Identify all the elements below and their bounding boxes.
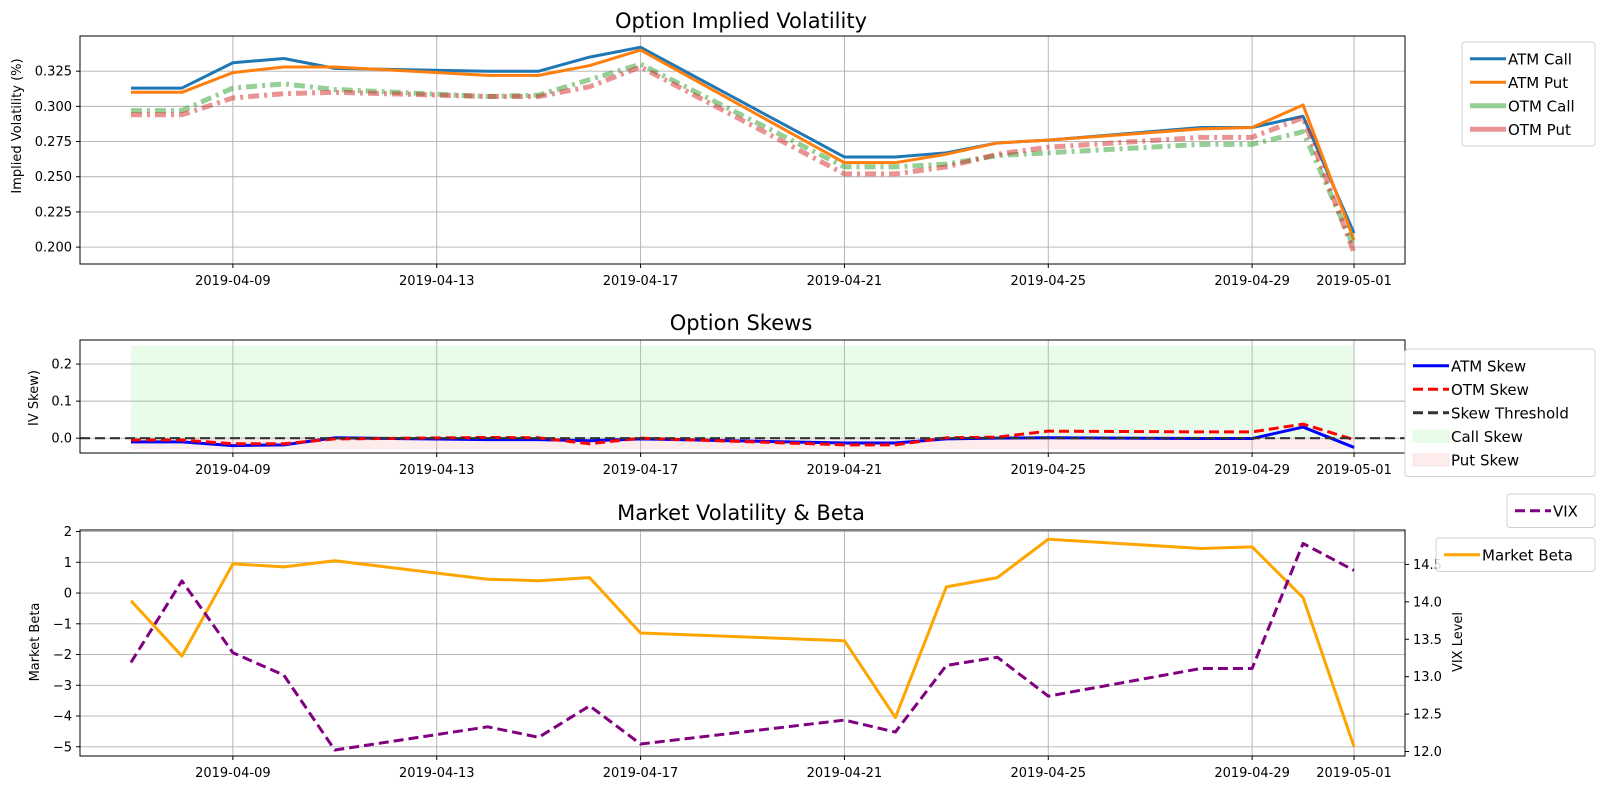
market-beta-line (129, 537, 1356, 748)
iv-panel: Option Implied Volatility 2019-04-09 2019… (10, 9, 1596, 289)
iv-y-tick-label: 0.200 (35, 241, 72, 256)
skew-x-tick-label: 2019-04-13 (399, 463, 475, 478)
atm-put-line (130, 48, 1356, 241)
skew-x-tick-label: 2019-04-25 (1010, 463, 1086, 478)
market-legend: VIX Market Beta (1435, 493, 1596, 572)
market-x-tick-label: 2019-04-25 (1010, 766, 1086, 781)
otm-skew-line (130, 422, 1355, 447)
market-right-y-tick-label: 13.0 (1413, 670, 1442, 685)
iv-y-tick-label: 0.325 (35, 65, 72, 80)
market-right-y-axis-label: VIX Level (1451, 612, 1466, 672)
iv-series-lines (130, 45, 1357, 254)
put-skew-legend-label: Put Skew (1451, 451, 1519, 469)
market-x-ticks: 2019-04-09 2019-04-13 2019-04-17 2019-04-21… (195, 756, 1392, 781)
market-x-tick-label: 2019-04-29 (1214, 766, 1290, 781)
put-skew-fill (130, 438, 1355, 450)
market-panel: Market Volatility & Beta 2019-04-09 2019-… (28, 493, 1596, 781)
market-y-tick-label: −5 (53, 740, 72, 755)
market-right-y-tick-label: 12.5 (1413, 708, 1442, 723)
iv-x-tick-label: 2019-04-17 (603, 274, 679, 289)
skew-series-lines (80, 422, 1405, 449)
put-skew-legend-swatch (1412, 453, 1450, 467)
iv-legend: ATM Call ATM Put OTM Call OTM Put (1461, 41, 1596, 147)
market-gridlines (80, 530, 1405, 756)
market-right-y-tick-label: 12.0 (1413, 745, 1442, 760)
skew-legend: ATM Skew OTM Skew Skew Threshold Call Skew P… (1404, 348, 1596, 477)
market-y-tick-label: −3 (53, 679, 72, 694)
market-chart-title: Market Volatility & Beta (617, 501, 865, 525)
atm-skew-legend-label: ATM Skew (1451, 357, 1526, 375)
atm-put-legend-label: ATM Put (1508, 74, 1568, 92)
iv-y-tick-label: 0.225 (35, 205, 72, 220)
skew-y-axis-label: IV Skew) (27, 370, 42, 426)
call-skew-legend-swatch (1412, 429, 1450, 443)
iv-y-tick-label: 0.275 (35, 135, 72, 150)
skew-x-tick-label: 2019-04-09 (195, 463, 271, 478)
skew-threshold-legend-label: Skew Threshold (1451, 404, 1569, 422)
skew-chart-title: Option Skews (670, 311, 813, 335)
iv-x-tick-label: 2019-04-21 (807, 274, 883, 289)
market-x-tick-label: 2019-04-13 (399, 766, 475, 781)
market-y-tick-label: −1 (53, 617, 72, 632)
skew-panel: Option Skews 2019-04-09 2019-04-13 2019-04… (27, 311, 1596, 478)
iv-y-ticks: 0.200 0.225 0.250 0.275 0.300 0.325 (35, 65, 80, 256)
skew-fills (130, 345, 1355, 450)
otm-put-legend-label: OTM Put (1508, 121, 1571, 139)
market-x-tick-label: 2019-04-09 (195, 766, 271, 781)
market-y-tick-label: 2 (64, 525, 72, 540)
iv-x-tick-label: 2019-05-01 (1316, 274, 1392, 289)
otm-call-legend-label: OTM Call (1508, 97, 1575, 115)
skew-y-ticks: 0.0 0.1 0.2 (51, 358, 80, 447)
market-x-tick-label: 2019-05-01 (1316, 766, 1392, 781)
market-y-tick-label: −2 (53, 648, 72, 663)
iv-y-tick-label: 0.250 (35, 170, 72, 185)
skew-x-ticks: 2019-04-09 2019-04-13 2019-04-17 2019-04-21… (195, 453, 1392, 478)
legend-box (1404, 348, 1596, 477)
market-series-lines (129, 537, 1356, 752)
otm-call-line (130, 61, 1357, 249)
atm-call-legend-label: ATM Call (1508, 50, 1572, 68)
market-right-y-tick-label: 13.5 (1413, 633, 1442, 648)
iv-plot-frame (79, 35, 1406, 265)
market-y-axis-label: Market Beta (28, 603, 43, 682)
market-plot-frame (79, 529, 1406, 757)
iv-chart-title: Option Implied Volatility (615, 9, 867, 33)
iv-x-tick-label: 2019-04-09 (195, 274, 271, 289)
call-skew-legend-label: Call Skew (1451, 428, 1523, 446)
skew-x-tick-label: 2019-05-01 (1316, 463, 1392, 478)
skew-y-tick-label: 0.0 (51, 432, 72, 447)
skew-y-tick-label: 0.1 (51, 395, 72, 410)
otm-put-line (130, 64, 1357, 254)
call-skew-fill (130, 345, 1355, 439)
vix-legend-label: VIX (1553, 502, 1578, 520)
market-y-tick-label: 1 (64, 556, 72, 571)
market-y-tick-label: −4 (53, 710, 72, 725)
skew-x-tick-label: 2019-04-29 (1214, 463, 1290, 478)
market-x-tick-label: 2019-04-17 (603, 766, 679, 781)
vix-line (129, 541, 1355, 752)
market-x-tick-label: 2019-04-21 (807, 766, 883, 781)
iv-x-tick-label: 2019-04-13 (399, 274, 475, 289)
otm-skew-legend-label: OTM Skew (1451, 381, 1529, 399)
iv-y-axis-label: Implied Volatility (%) (10, 58, 25, 193)
market-right-y-tick-label: 14.5 (1413, 558, 1442, 573)
legend-box (1461, 41, 1596, 147)
iv-x-tick-label: 2019-04-29 (1214, 274, 1290, 289)
legend-box (1435, 537, 1596, 572)
iv-x-tick-label: 2019-04-25 (1010, 274, 1086, 289)
market-y-ticks: 2 1 0 −1 −2 −3 −4 −5 (53, 525, 80, 755)
market-right-y-ticks: 12.0 12.5 13.0 13.5 14.0 14.5 (1405, 558, 1442, 760)
skew-x-tick-label: 2019-04-21 (807, 463, 883, 478)
skew-y-tick-label: 0.2 (51, 358, 72, 373)
iv-x-ticks: 2019-04-09 2019-04-13 2019-04-17 2019-04-21… (195, 264, 1392, 289)
market-right-y-tick-label: 14.0 (1413, 595, 1442, 610)
iv-y-tick-label: 0.300 (35, 100, 72, 115)
market-beta-legend-label: Market Beta (1482, 546, 1573, 564)
skew-x-tick-label: 2019-04-17 (603, 463, 679, 478)
market-y-tick-label: 0 (64, 587, 72, 602)
